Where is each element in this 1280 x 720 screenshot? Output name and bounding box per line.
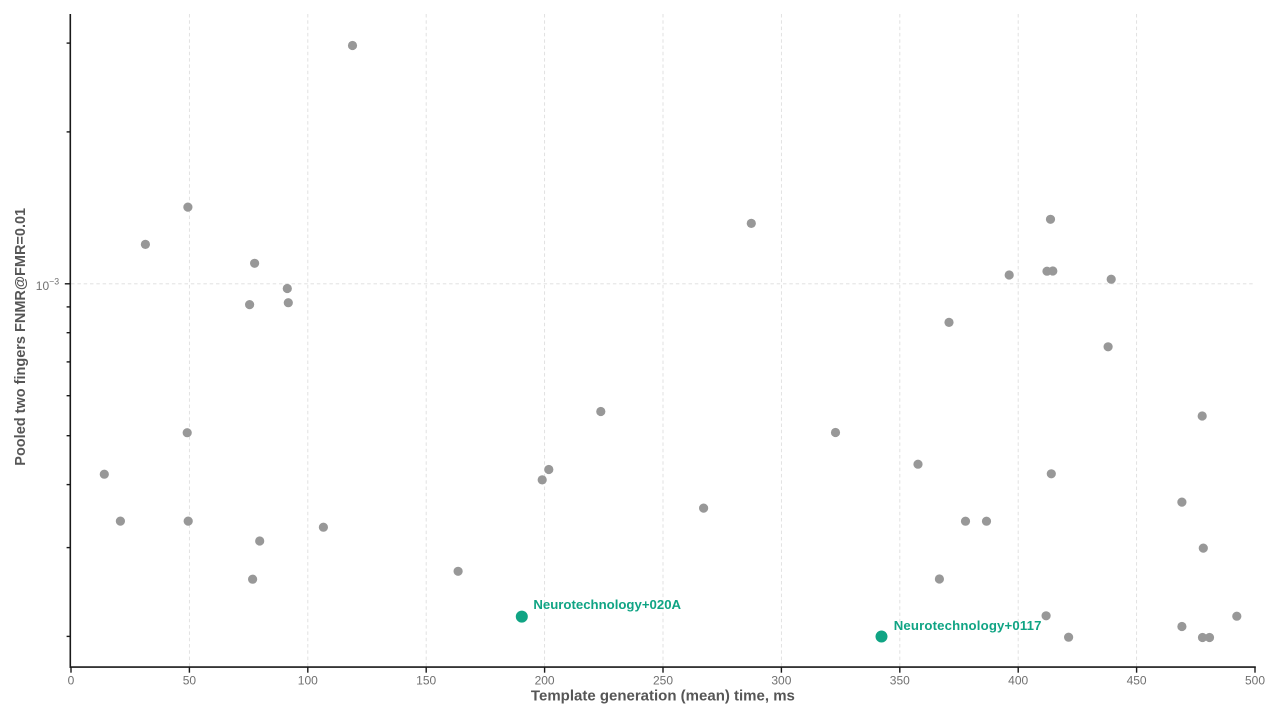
- svg-text:400: 400: [1008, 673, 1028, 687]
- svg-text:450: 450: [1127, 673, 1147, 687]
- svg-text:300: 300: [771, 673, 791, 687]
- svg-text:150: 150: [416, 673, 436, 687]
- svg-text:Neurotechnology+020A: Neurotechnology+020A: [533, 597, 681, 612]
- svg-text:350: 350: [890, 673, 910, 687]
- svg-text:50: 50: [183, 673, 197, 687]
- svg-text:100: 100: [298, 673, 318, 687]
- svg-text:250: 250: [653, 673, 673, 687]
- svg-text:Template generation (mean) tim: Template generation (mean) time, ms: [531, 687, 795, 704]
- svg-text:Pooled two fingers FNMR@FMR=0.: Pooled two fingers FNMR@FMR=0.01: [13, 208, 29, 466]
- svg-text:200: 200: [535, 673, 555, 687]
- svg-text:0: 0: [68, 673, 75, 687]
- svg-text:500: 500: [1245, 673, 1265, 687]
- svg-text:Neurotechnology+0117: Neurotechnology+0117: [894, 618, 1042, 633]
